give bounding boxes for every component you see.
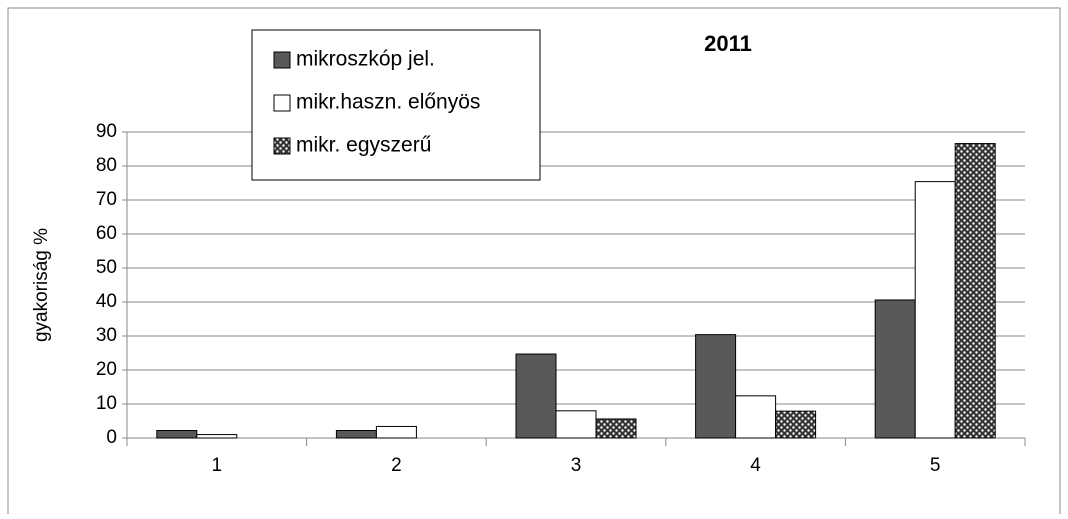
legend-swatch <box>273 94 291 112</box>
y-tick-label: 10 <box>96 393 117 414</box>
y-tick-label: 30 <box>96 325 117 346</box>
y-tick-label: 80 <box>96 155 117 176</box>
bar <box>375 425 417 439</box>
x-tick-label: 1 <box>212 455 223 476</box>
y-axis-label: gyakoriság % <box>31 228 52 342</box>
x-tick-label: 5 <box>930 455 941 476</box>
x-tick-label: 3 <box>571 455 582 476</box>
bar <box>156 430 198 439</box>
bar <box>515 353 557 439</box>
y-tick-label: 50 <box>96 257 117 278</box>
chart-border <box>7 7 1061 519</box>
x-tick-label: 2 <box>391 455 402 476</box>
y-tick-label: 70 <box>96 189 117 210</box>
bar <box>555 410 597 439</box>
x-tick-label: 4 <box>750 455 761 476</box>
bar <box>595 418 637 439</box>
legend-swatch <box>273 51 291 69</box>
bar <box>695 334 737 439</box>
bar <box>874 299 916 439</box>
chart-title: 2011 <box>704 31 752 56</box>
bar <box>196 434 238 439</box>
legend-label: mikr. egyszerű <box>296 134 431 157</box>
bar <box>914 181 956 439</box>
bar <box>954 143 996 439</box>
y-tick-label: 0 <box>106 427 117 448</box>
legend-label: mikroszkóp jel. <box>296 48 435 71</box>
legend-label: mikr.haszn. előnyös <box>296 91 480 114</box>
y-tick-label: 90 <box>96 121 117 142</box>
y-tick-label: 40 <box>96 291 117 312</box>
bar <box>335 430 377 439</box>
legend-box <box>251 29 541 181</box>
bar <box>775 410 817 439</box>
y-tick-label: 60 <box>96 223 117 244</box>
bar <box>735 395 777 439</box>
legend-swatch <box>273 137 291 155</box>
y-tick-label: 20 <box>96 359 117 380</box>
